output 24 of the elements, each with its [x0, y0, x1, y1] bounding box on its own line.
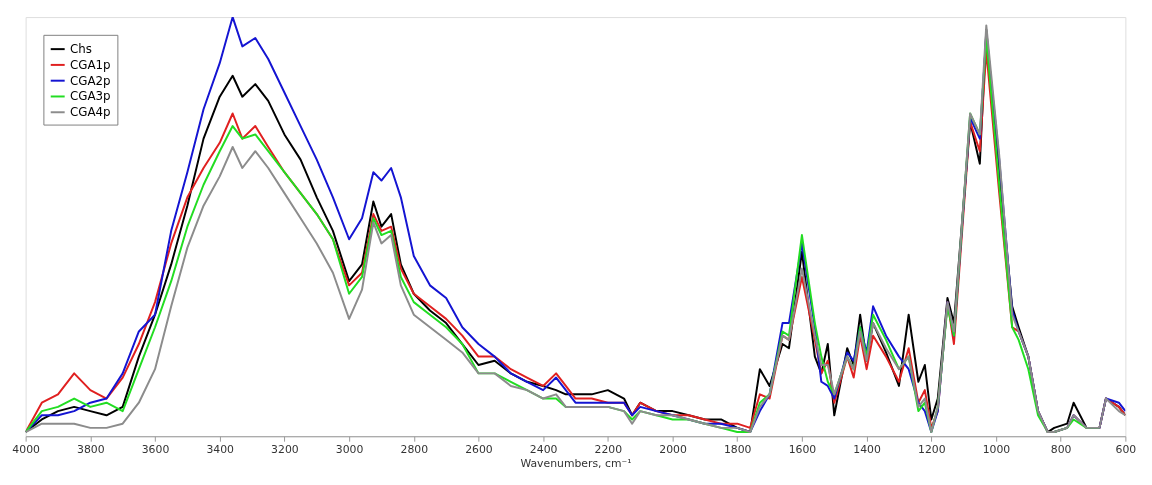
legend-label: CGA4p	[70, 105, 111, 120]
x-tick-label: 3200	[271, 442, 299, 456]
x-tick-label: 2600	[465, 442, 493, 456]
x-tick-label: 2800	[400, 442, 429, 456]
legend-label: CGA2p	[70, 73, 111, 88]
legend-label: CGA1p	[70, 57, 111, 72]
x-tick-label: 1600	[788, 442, 817, 456]
x-tick-label: 2400	[529, 442, 558, 456]
x-tick-label: 3400	[206, 442, 235, 456]
x-tick-label: 1800	[723, 442, 752, 456]
x-tick-label: 1000	[982, 442, 1011, 456]
x-tick-label: 2200	[594, 442, 623, 456]
x-tick-label: 3600	[141, 442, 170, 456]
x-tick-label: 2000	[659, 442, 687, 456]
x-tick-label: 600	[1115, 442, 1137, 456]
x-tick-label: 3000	[335, 442, 364, 456]
x-tick-label: 4000	[12, 442, 41, 456]
x-tick-label: 1200	[918, 442, 946, 456]
x-tick-label: 800	[1050, 442, 1072, 456]
x-tick-label: 3800	[77, 442, 105, 456]
legend-label: CGA3p	[70, 89, 111, 104]
x-tick-label: 1400	[853, 442, 881, 456]
x-axis-title: Wavenumbers, cm⁻¹	[520, 457, 632, 471]
legend-label: Chs	[70, 42, 92, 57]
